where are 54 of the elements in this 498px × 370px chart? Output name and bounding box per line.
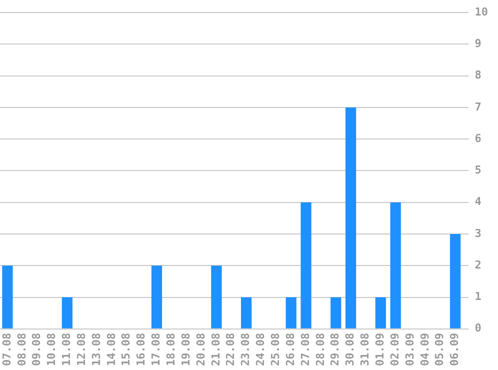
x-tick-label: 19.08 — [179, 332, 192, 366]
bar — [390, 202, 401, 328]
x-tick-label: 25.08 — [269, 332, 282, 366]
x-tick-label: 07.08 — [0, 332, 14, 366]
x-tick-label: 17.08 — [150, 332, 163, 366]
x-tick-label: 09.08 — [30, 332, 44, 366]
y-tick-label: 5 — [474, 164, 482, 177]
x-tick-label: 30.08 — [344, 332, 357, 366]
x-tick-label: 11.08 — [60, 332, 74, 366]
x-tick-label: 01.09 — [374, 332, 387, 366]
bar — [345, 107, 356, 328]
y-tick-label: 1 — [474, 290, 482, 304]
x-tick-label: 28.08 — [314, 332, 327, 366]
x-tick-label: 02.09 — [388, 332, 402, 366]
x-tick-label: 10.08 — [45, 332, 58, 366]
y-tick-label: 4 — [474, 195, 482, 208]
bar — [300, 202, 312, 328]
bar — [151, 266, 162, 328]
x-tick-label: 21.08 — [209, 332, 222, 366]
bar — [375, 297, 386, 328]
x-tick-label: 04.09 — [418, 332, 432, 366]
x-tick-label: 08.08 — [15, 332, 28, 366]
x-tick-label: 12.08 — [74, 332, 88, 366]
x-tick-label: 26.08 — [284, 332, 297, 366]
y-tick-label: 10 — [474, 5, 488, 18]
x-tick-label: 23.08 — [239, 332, 252, 366]
bar — [2, 266, 13, 328]
bar — [450, 234, 461, 328]
x-tick-label: 13.08 — [90, 332, 103, 366]
y-tick-label: 0 — [474, 322, 482, 335]
x-tick-label: 18.08 — [164, 332, 178, 366]
x-tick-label: 22.08 — [224, 332, 238, 366]
bar — [62, 297, 72, 328]
x-tick-label: 06.09 — [448, 332, 462, 366]
y-tick-label: 6 — [474, 132, 482, 145]
x-tick-label: 05.09 — [433, 332, 446, 366]
bar — [330, 297, 342, 328]
y-tick-label: 3 — [474, 226, 482, 240]
x-tick-label: 14.08 — [104, 332, 118, 366]
y-tick-label: 9 — [474, 37, 482, 50]
x-tick-label: 29.08 — [328, 332, 342, 366]
y-tick-label: 7 — [474, 100, 482, 114]
y-tick-label: 8 — [474, 68, 482, 82]
x-tick-label: 15.08 — [120, 332, 133, 366]
y-tick-label: 2 — [474, 258, 482, 272]
x-tick-label: 31.08 — [358, 332, 372, 366]
bar — [240, 297, 252, 328]
x-tick-label: 24.08 — [254, 332, 268, 366]
bar — [286, 297, 296, 328]
x-tick-label: 16.08 — [134, 332, 148, 366]
x-tick-label: 27.08 — [298, 332, 312, 366]
x-tick-label: 03.09 — [403, 332, 416, 366]
x-tick-label: 20.08 — [194, 332, 208, 366]
bar — [211, 266, 222, 328]
